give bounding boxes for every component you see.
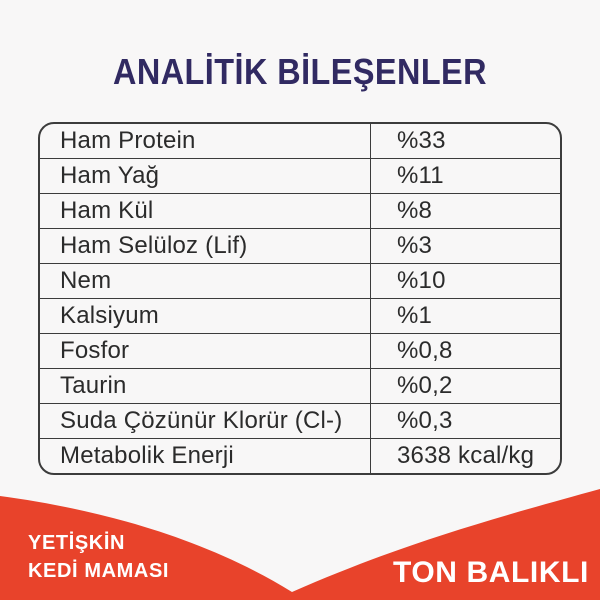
- nutrient-value: %0,8: [397, 337, 453, 364]
- product-type-label: YETİŞKİN KEDİ MAMASI: [28, 529, 169, 585]
- nutrient-value: %3: [397, 232, 433, 259]
- flavor-label: TON BALIKLI: [392, 556, 589, 589]
- nutrient-value: %33: [397, 127, 446, 154]
- nutrient-name: Nem: [40, 264, 371, 298]
- table-row: Nem %10: [40, 263, 560, 298]
- nutrient-name: Fosfor: [40, 334, 371, 368]
- nutrient-value: 3638 kcal/kg: [397, 442, 535, 469]
- nutrient-name: Metabolik Enerji: [40, 439, 371, 473]
- table-row: Kalsiyum %1: [40, 298, 560, 333]
- nutrient-name: Ham Kül: [40, 194, 371, 228]
- table-row: Metabolik Enerji 3638 kcal/kg: [40, 438, 560, 473]
- table-row: Ham Yağ %11: [40, 158, 560, 193]
- nutrient-name: Ham Yağ: [40, 159, 371, 193]
- table-row: Suda Çözünür Klorür (Cl-) %0,3: [40, 403, 560, 438]
- nutrient-name: Kalsiyum: [40, 299, 371, 333]
- table-row: Ham Selüloz (Lif) %3: [40, 228, 560, 263]
- table-row: Taurin %0,2: [40, 368, 560, 403]
- nutrient-value: %10: [397, 267, 446, 294]
- table-row: Fosfor %0,8: [40, 333, 560, 368]
- nutrient-value: %0,2: [397, 372, 453, 399]
- nutrient-value: %8: [397, 197, 433, 224]
- nutrient-name: Ham Protein: [40, 124, 371, 158]
- nutrition-table: Ham Protein %33 Ham Yağ %11 Ham Kül %8 H…: [38, 122, 562, 475]
- nutrient-name: Suda Çözünür Klorür (Cl-): [40, 404, 371, 438]
- table-row: Ham Protein %33: [40, 124, 560, 158]
- page-title: ANALİTİK BİLEŞENLER: [113, 51, 487, 92]
- product-type-line1: YETİŞKİN: [28, 532, 126, 554]
- nutrient-value: %11: [397, 162, 444, 189]
- product-type-line2: KEDİ MAMASI: [28, 560, 170, 582]
- nutrient-value: %1: [397, 302, 433, 329]
- nutrient-name: Ham Selüloz (Lif): [40, 229, 371, 263]
- nutrient-value: %0,3: [397, 407, 453, 434]
- nutrient-name: Taurin: [40, 369, 371, 403]
- table-row: Ham Kül %8: [40, 193, 560, 228]
